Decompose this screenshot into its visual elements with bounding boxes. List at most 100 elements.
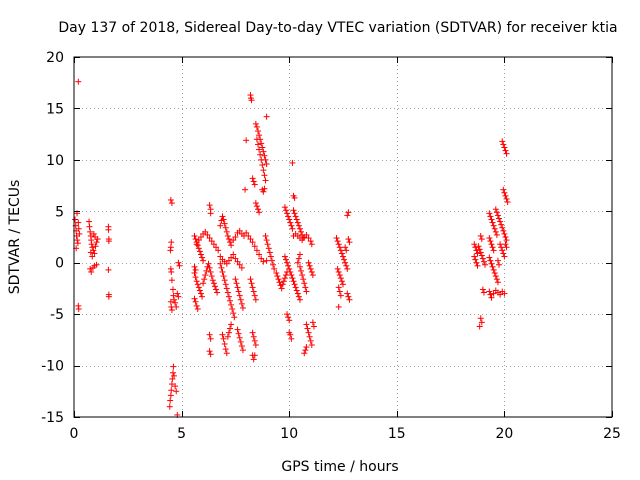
chart-title: Day 137 of 2018, Sidereal Day-to-day VTE… — [58, 20, 617, 36]
data-point — [253, 247, 260, 254]
data-point — [206, 331, 213, 338]
data-point — [207, 210, 214, 217]
data-point — [287, 268, 294, 275]
data-point — [197, 234, 204, 240]
data-point — [86, 223, 93, 230]
data-point — [192, 236, 199, 243]
y-tick-label: -15 — [41, 410, 64, 426]
data-point — [490, 266, 497, 273]
data-point — [260, 167, 267, 174]
data-point — [249, 329, 256, 336]
y-tick-label: -10 — [41, 359, 64, 375]
data-point — [476, 246, 483, 253]
data-point — [492, 273, 499, 280]
data-point — [217, 253, 224, 260]
data-point — [263, 237, 270, 244]
data-point — [257, 151, 264, 158]
data-point — [251, 181, 258, 188]
data-point — [222, 224, 229, 231]
data-point — [228, 242, 235, 249]
data-point — [282, 272, 289, 279]
data-point — [503, 150, 510, 157]
data-point — [263, 257, 270, 264]
data-point — [175, 259, 182, 266]
data-point — [168, 239, 175, 246]
x-tick-label: 25 — [603, 426, 621, 442]
data-point — [191, 270, 198, 276]
data-point — [305, 259, 312, 266]
grid-lines — [74, 57, 612, 417]
data-point — [264, 241, 271, 248]
data-point — [491, 225, 498, 232]
data-point — [502, 234, 509, 240]
data-point — [493, 209, 500, 216]
data-point — [289, 275, 296, 282]
data-point — [203, 267, 210, 274]
data-point — [284, 210, 291, 217]
data-point — [206, 264, 213, 271]
data-point — [207, 351, 214, 358]
data-point — [496, 261, 503, 268]
data-point — [307, 337, 314, 344]
data-point — [342, 244, 349, 251]
data-point — [488, 260, 495, 267]
data-point — [503, 195, 510, 202]
data-point — [238, 264, 245, 271]
data-point — [234, 258, 241, 265]
data-point — [193, 241, 200, 248]
data-point — [260, 148, 267, 155]
data-point — [237, 338, 244, 345]
data-point — [174, 290, 181, 297]
data-point — [271, 265, 278, 272]
data-point — [209, 277, 216, 284]
data-point — [296, 225, 303, 232]
data-point — [192, 298, 199, 305]
data-point — [217, 222, 224, 229]
plot-frame — [73, 56, 613, 418]
data-point — [291, 281, 298, 288]
data-point — [307, 265, 314, 272]
data-point — [299, 272, 306, 279]
y-tick-label: 20 — [46, 50, 64, 66]
data-point — [191, 295, 198, 302]
data-point — [344, 290, 351, 297]
data-point — [169, 286, 176, 293]
data-point — [221, 340, 228, 347]
data-point — [306, 262, 313, 269]
data-point — [273, 270, 280, 276]
data-point — [167, 298, 174, 305]
data-point — [227, 325, 234, 332]
y-tick-label: -5 — [50, 307, 64, 323]
data-point — [215, 247, 222, 254]
data-point — [338, 250, 345, 257]
data-point — [207, 268, 214, 275]
data-point — [482, 261, 489, 268]
data-point — [91, 250, 98, 257]
data-point — [232, 234, 239, 240]
data-point — [227, 239, 234, 246]
data-point — [260, 188, 267, 195]
data-point — [232, 255, 239, 262]
data-point — [231, 314, 238, 321]
data-point — [89, 244, 96, 251]
data-point — [205, 260, 212, 267]
data-point — [284, 259, 291, 266]
data-point — [236, 334, 243, 341]
data-point — [345, 236, 352, 243]
data-point — [490, 222, 497, 229]
data-point — [286, 216, 293, 223]
data-point — [191, 263, 198, 270]
data-point — [166, 403, 173, 410]
data-point — [501, 253, 508, 260]
data-point — [200, 257, 207, 264]
data-point — [478, 252, 485, 259]
data-point — [303, 344, 310, 351]
data-point — [256, 146, 263, 153]
data-point — [168, 268, 175, 275]
data-point — [497, 218, 504, 225]
y-tick-label: 0 — [55, 256, 64, 272]
data-point — [207, 335, 214, 342]
data-point — [473, 247, 480, 254]
data-point — [176, 262, 183, 269]
axis-ticks: 0 5 10 15 20 25 -15 -10 -5 0 5 10 15 20 — [41, 50, 621, 442]
